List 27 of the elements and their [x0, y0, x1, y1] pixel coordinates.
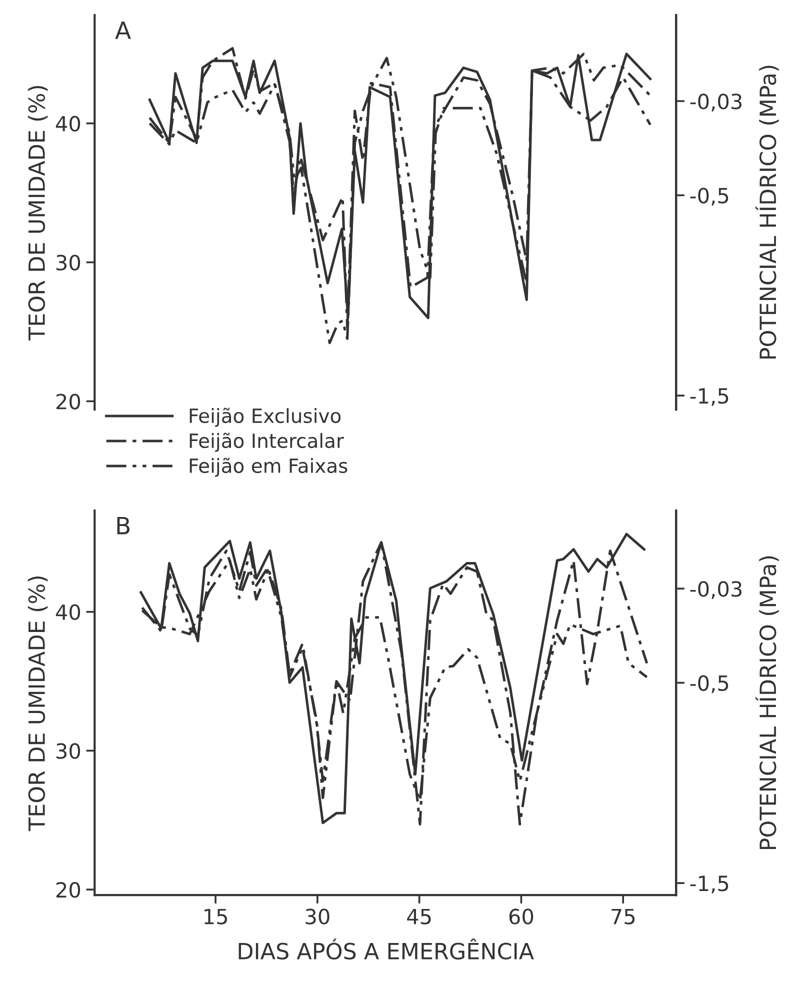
y2-tick-label: -0,5	[690, 188, 728, 206]
x-tick-label: 60	[509, 908, 534, 924]
y-tick-label: 40	[56, 604, 80, 620]
y-tick-label: 30	[56, 254, 80, 271]
y2-tick-label: -0,03	[690, 581, 742, 599]
x-tick-label: 15	[204, 908, 227, 924]
y2-tick-label: -1,5	[690, 388, 728, 406]
y-tick-label: 20	[56, 394, 80, 410]
x-tick-label: 30	[306, 908, 330, 924]
y2-axis-title: POTENCIAL HÍDRICO (MPa)	[755, 556, 779, 850]
y-tick-label: 30	[56, 743, 80, 759]
annotation: A	[115, 22, 131, 39]
y-tick-label: 40	[56, 116, 80, 132]
x-tick-label: 75	[612, 908, 635, 924]
y2-axis-title: POTENCIAL HÍDRICO (MPa)	[755, 66, 779, 359]
annotation: B	[117, 516, 130, 534]
y-tick-label: 20	[56, 882, 80, 898]
legend-label: Feijão Intercalar	[190, 432, 344, 452]
y2-tick-label: -0,03	[690, 94, 742, 112]
y-axis-title: TEOR DE UMIDADE (%)	[28, 86, 48, 341]
y2-tick-label: -0,5	[690, 675, 728, 694]
y-axis-title: TEOR DE UMIDADE (%)	[28, 576, 48, 832]
legend-label: Feijão em Faixas	[190, 458, 348, 477]
y2-tick-label: -1,5	[690, 876, 728, 894]
legend-label: Feijão Exclusivo	[190, 408, 341, 427]
x-axis-title: DIAS APÓS A EMERGÊNCIA	[238, 938, 534, 960]
x-tick-label: 45	[407, 908, 431, 924]
